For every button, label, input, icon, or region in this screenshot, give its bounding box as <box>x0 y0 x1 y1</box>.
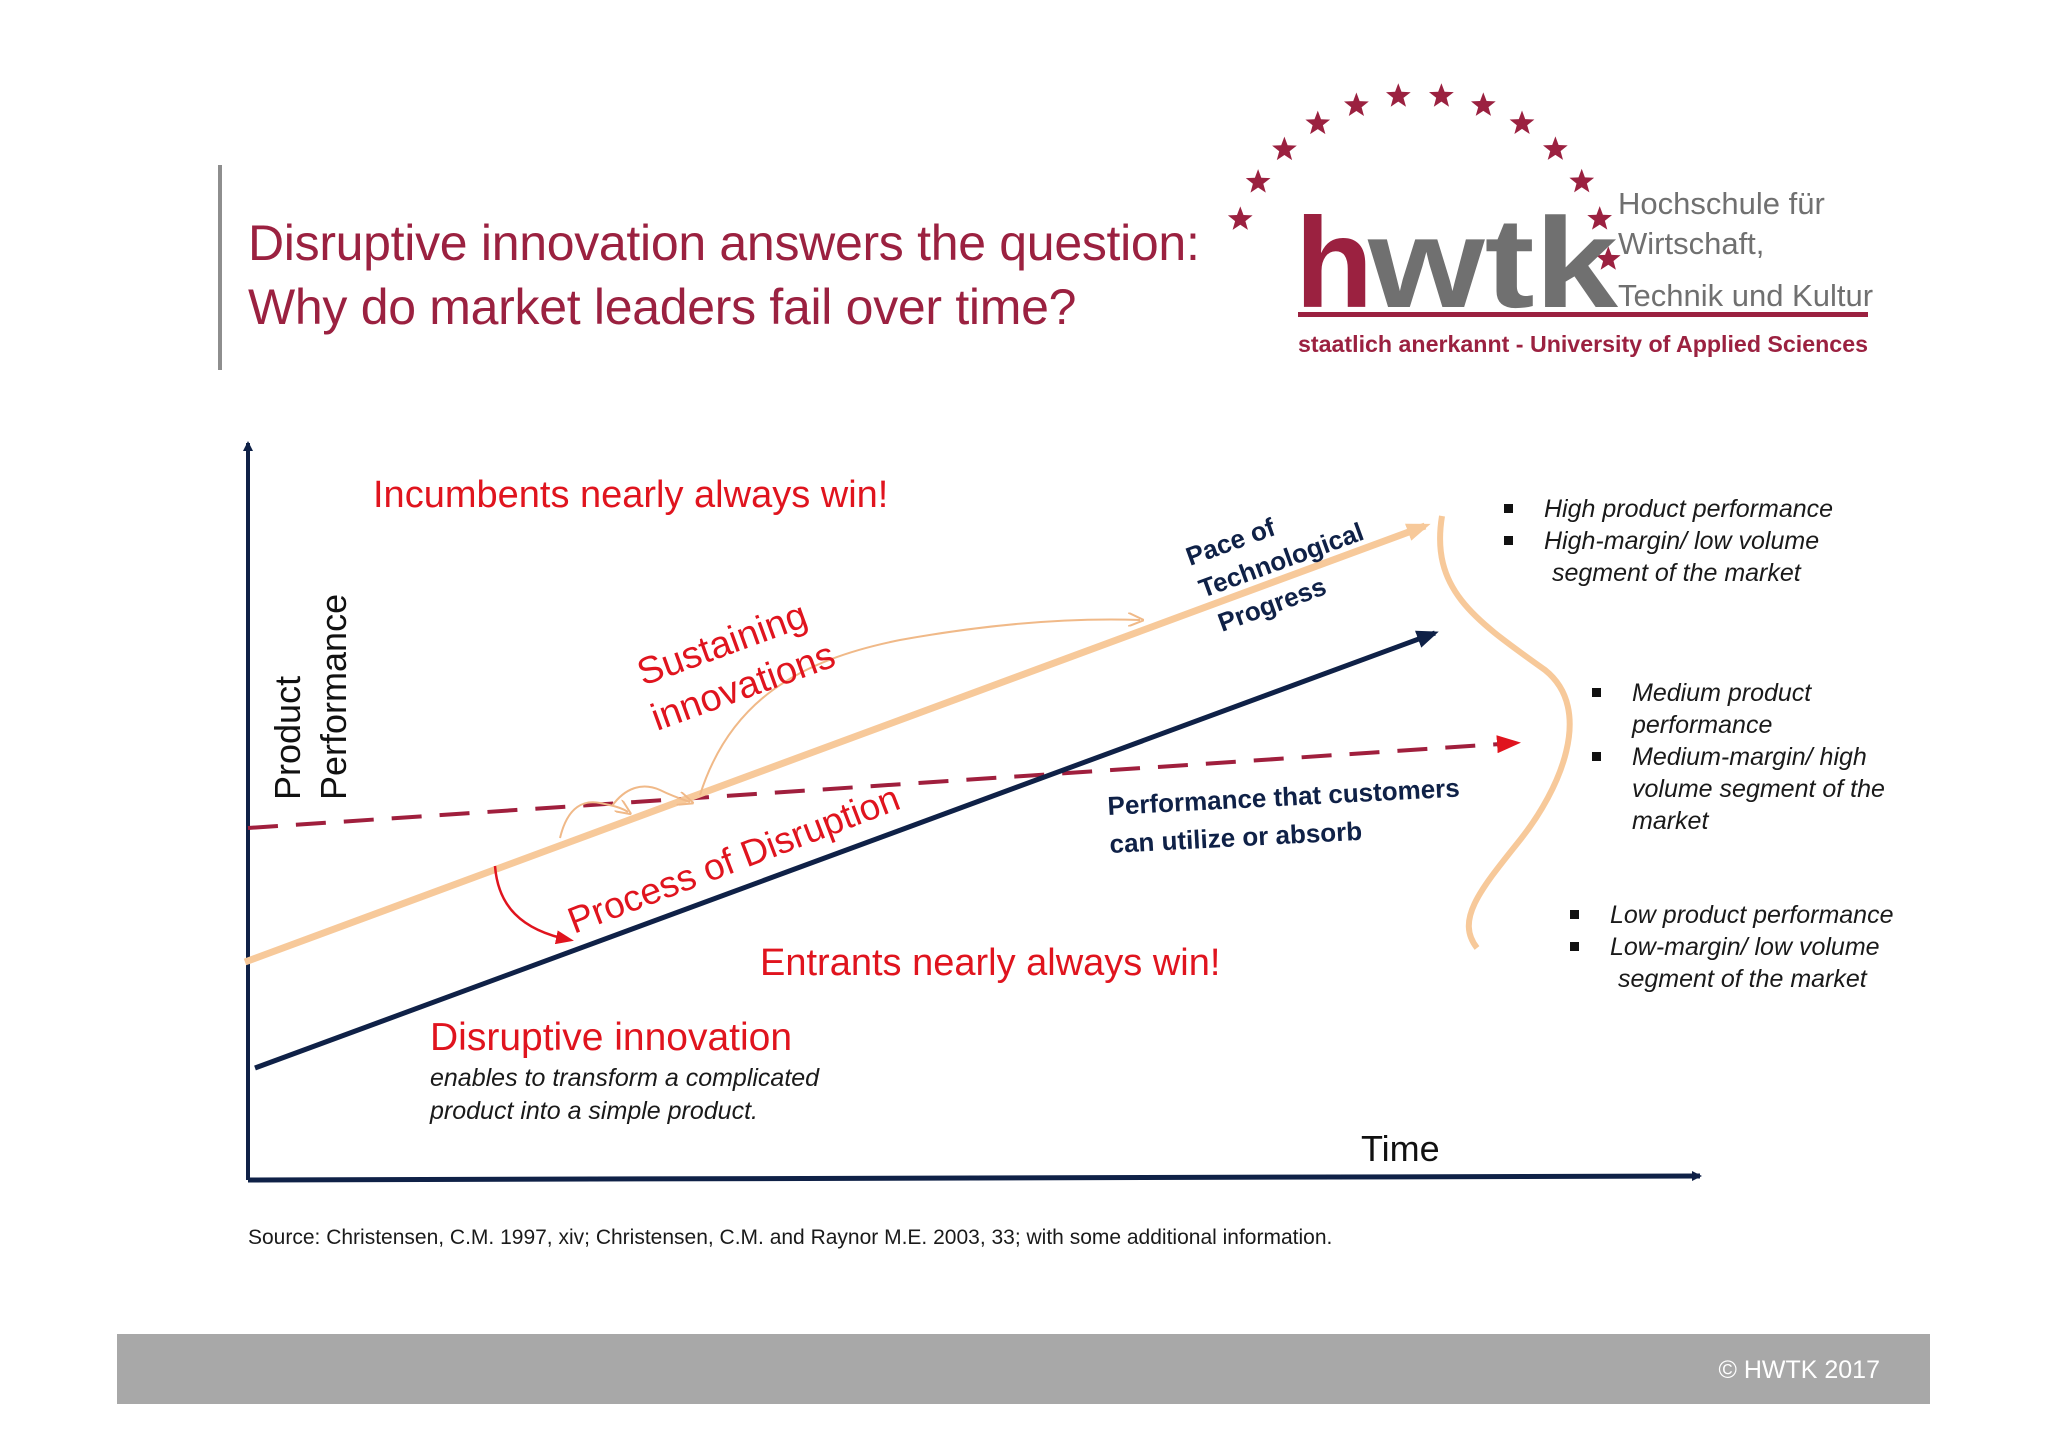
segment-low-continuation: segment of the market <box>1618 965 1867 993</box>
market-tier-curve <box>1437 515 1573 950</box>
logo-wordmark-wtk: wtk <box>1367 192 1619 335</box>
bullet-marker <box>1592 688 1601 697</box>
bullet-marker <box>1504 504 1513 513</box>
segment-medium-item: Medium-margin/ high volume segment of th… <box>1590 741 1920 837</box>
page-title-line-1: Disruptive innovation answers the questi… <box>248 215 1200 271</box>
logo-name-line-3: Technik und Kultur <box>1618 278 1873 313</box>
process-of-disruption-label: Process of Disruption <box>562 777 905 941</box>
page-title-line-2: Why do market leaders fail over time? <box>248 279 1077 335</box>
logo-star <box>1595 246 1621 270</box>
segment-high-item: High product performance <box>1502 493 1922 525</box>
logo-star <box>1569 168 1595 193</box>
logo-star <box>1344 92 1369 116</box>
segment-low-item: Low product performance <box>1568 899 1948 931</box>
y-axis-label-line-2: Performance <box>313 594 354 800</box>
logo-star <box>1245 169 1271 193</box>
logo-star <box>1471 92 1496 116</box>
bullet-marker <box>1504 536 1513 545</box>
segment-medium-item: Medium product performance <box>1590 677 1920 741</box>
logo-star <box>1305 110 1331 135</box>
technology-pace-line <box>243 522 1431 966</box>
segment-medium-list: Medium product performance Medium-margin… <box>1590 677 1920 837</box>
disruptive-innovation-title: Disruptive innovation <box>430 1016 793 1059</box>
logo-star <box>1386 83 1411 107</box>
segment-high-list: High product performance High-margin/ lo… <box>1502 493 1922 589</box>
logo-star <box>1429 83 1454 107</box>
logo-name-line-1: Hochschule für <box>1618 186 1825 221</box>
incumbents-label: Incumbents nearly always win! <box>373 474 889 516</box>
hwtk-logo: h wtk Hochschule für Wirtschaft, Technik… <box>1227 83 1873 357</box>
disruptive-desc-line-2: product into a simple product. <box>430 1097 758 1125</box>
process-of-disruption-arrow <box>493 865 574 945</box>
footer-bar: © HWTK 2017 <box>117 1334 1930 1404</box>
y-axis-label-line-1: Product <box>267 676 308 800</box>
logo-name-line-2: Wirtschaft, <box>1618 226 1764 261</box>
sustaining-leap-arc <box>699 620 1140 796</box>
absorb-label-line-2: can utilize or absorb <box>1109 816 1363 859</box>
disruptive-trajectory-line <box>254 630 1439 1071</box>
sustaining-step-arc-2 <box>611 785 690 807</box>
logo-star <box>1509 110 1535 134</box>
source-citation: Source: Christensen, C.M. 1997, xiv; Chr… <box>248 1226 1333 1249</box>
segment-low-list: Low product performance Low-margin/ low … <box>1568 899 1948 995</box>
x-axis <box>247 1171 1702 1183</box>
footer-copyright: © HWTK 2017 <box>1718 1356 1880 1384</box>
logo-star <box>1543 136 1568 160</box>
logo-tagline: staatlich anerkannt - University of Appl… <box>1298 331 1868 357</box>
absorb-label-line-1: Performance that customers <box>1107 773 1461 821</box>
title-accent-bar <box>218 165 222 370</box>
entrants-label: Entrants nearly always win! <box>760 942 1221 984</box>
absorb-trajectory-line <box>247 735 1521 830</box>
logo-wordmark-h: h <box>1295 192 1373 335</box>
logo-star-arc <box>1227 83 1621 270</box>
bullet-marker <box>1592 752 1601 761</box>
segment-high-item: High-margin/ low volume <box>1502 525 1922 557</box>
segment-low-item: Low-margin/ low volume <box>1568 931 1948 963</box>
segment-high-continuation: segment of the market <box>1552 559 1801 587</box>
logo-star <box>1587 206 1612 230</box>
logo-star <box>1272 136 1297 161</box>
x-axis-label: Time <box>1361 1128 1440 1169</box>
sustaining-step-arc-1 <box>559 802 628 839</box>
logo-star <box>1227 206 1253 230</box>
bullet-marker <box>1570 910 1579 919</box>
logo-underline <box>1298 312 1868 317</box>
bullet-marker <box>1570 942 1579 951</box>
disruptive-desc-line-1: enables to transform a complicated <box>430 1064 820 1092</box>
